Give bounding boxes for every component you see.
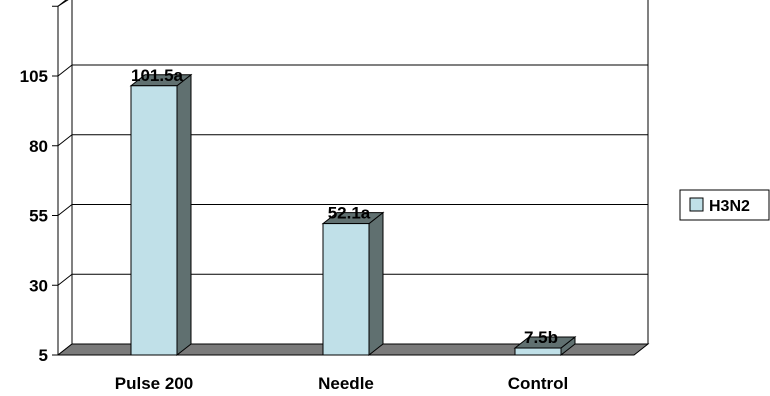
bar [321, 211, 385, 357]
bar-series [129, 73, 577, 357]
data-labels: 101.5a 52.1a 7.5b [131, 66, 558, 347]
data-label: 52.1a [328, 204, 371, 223]
y-tick-label: 105 [20, 67, 48, 86]
data-label: 101.5a [131, 66, 184, 85]
left-wall [57, 0, 73, 356]
x-category-label: Needle [318, 374, 374, 393]
wall-gridline [57, 273, 73, 286]
y-tick-label: 55 [29, 207, 48, 226]
x-category-label: Pulse 200 [115, 374, 193, 393]
legend: H3N2 [679, 189, 770, 221]
bar-front [514, 347, 562, 356]
bar-front [322, 223, 370, 356]
bar [129, 73, 193, 357]
y-tick-label: 5 [39, 346, 48, 365]
legend-swatch [689, 197, 704, 212]
y-tick-label: 80 [29, 137, 48, 156]
x-category-label: Control [508, 374, 568, 393]
wall-gridline [57, 134, 73, 147]
legend-label: H3N2 [709, 198, 750, 215]
wall-gridline [57, 204, 73, 216]
x-axis-categories: Pulse 200 Needle Control [115, 374, 568, 393]
y-tick-label: 30 [29, 276, 48, 295]
wall-gridline [57, 64, 73, 77]
bar-side [176, 73, 192, 357]
bar-front [130, 85, 178, 356]
bar [513, 335, 577, 357]
wall-top-edge [57, 0, 69, 7]
bar-side [368, 211, 384, 357]
data-label: 7.5b [524, 328, 558, 347]
y-axis-ticks: 5 30 55 80 105 [20, 5, 58, 365]
